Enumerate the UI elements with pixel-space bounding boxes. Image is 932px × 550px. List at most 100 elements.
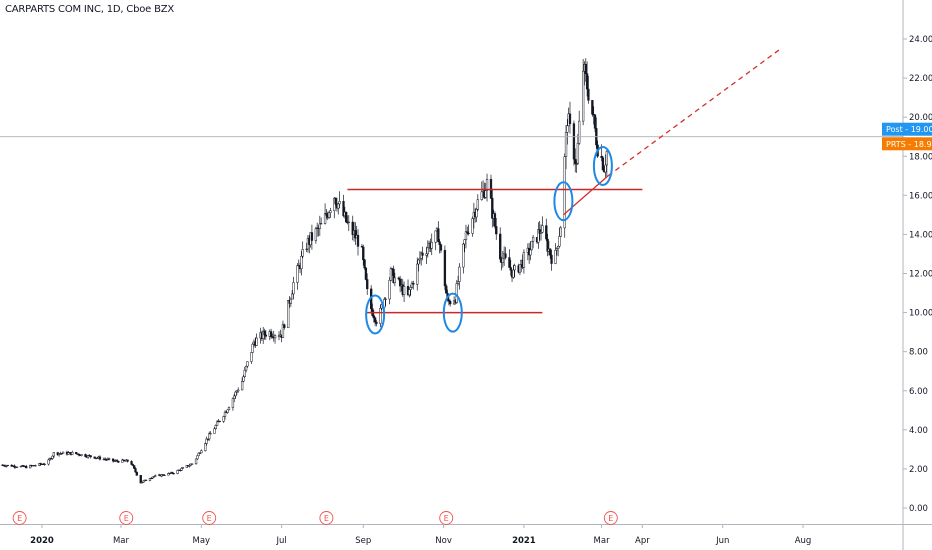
candle-body (389, 268, 393, 281)
candle-body (148, 478, 152, 481)
candle-body (531, 237, 535, 242)
candle-body (200, 450, 203, 454)
candle-body (462, 243, 465, 268)
candle-body (242, 376, 245, 382)
candle-body (269, 331, 273, 337)
candle-body (154, 475, 157, 477)
candle-body (471, 218, 474, 234)
candle-body (264, 334, 267, 337)
trend-line[interactable] (562, 175, 609, 216)
candle-body (345, 211, 348, 223)
candle-body (197, 452, 200, 457)
candle-body (237, 389, 240, 392)
candle-body (194, 458, 198, 465)
candle-body (235, 390, 239, 393)
earnings-marker[interactable]: E (12, 511, 27, 525)
price-tick-label: 16.00 (909, 191, 932, 201)
candle-body (354, 230, 357, 239)
price-axis[interactable]: 0.00 2.00 4.00 6.00 8.00 10.00 12.00 14.00 16.00… (903, 35, 932, 514)
candle-body (438, 241, 441, 245)
candle-body (347, 221, 350, 223)
candle-body (593, 114, 597, 129)
candle-body (391, 268, 394, 270)
earnings-marker-circle (439, 511, 454, 525)
trend-line-extension[interactable] (607, 48, 782, 177)
earnings-marker[interactable]: E (603, 511, 618, 525)
earnings-marker[interactable]: E (439, 511, 454, 525)
candle-body (108, 458, 111, 460)
time-tick-label: Nov (435, 536, 452, 546)
candle-body (71, 452, 74, 455)
candle-body (300, 255, 303, 270)
pattern-circle[interactable] (592, 146, 613, 187)
candle-body (67, 452, 70, 455)
earnings-marker[interactable]: E (119, 511, 134, 525)
earnings-marker-circle (119, 511, 134, 525)
candle-body (227, 407, 231, 411)
pattern-circle[interactable] (365, 294, 386, 335)
candle-body (75, 452, 78, 455)
candle-body (495, 226, 498, 235)
price-tick-label: 12.00 (909, 270, 932, 280)
candle-body (458, 266, 461, 282)
candle-body (323, 213, 327, 224)
candle-body (585, 73, 589, 90)
earnings-marker-label: E (608, 514, 613, 523)
candle-body (342, 201, 345, 217)
candle-body (318, 223, 321, 229)
time-tick-label: Jun (715, 536, 729, 546)
candle-body (529, 249, 532, 256)
candle-body (327, 212, 331, 218)
candle-body (291, 293, 294, 300)
candle-body (591, 100, 594, 115)
candle-body (592, 114, 595, 116)
time-tick-label: Mar (113, 536, 130, 546)
candle-body (604, 164, 607, 173)
candle-body (263, 330, 266, 336)
candle-body (222, 416, 225, 422)
time-tick-label: Sep (355, 536, 371, 546)
candle-body (545, 225, 548, 240)
candle-body (475, 209, 478, 218)
time-axis[interactable]: 2020 Mar May Jul Sep Nov 2021 Mar Apr Jun Aug (30, 524, 811, 546)
price-tick-label: 0.00 (909, 504, 928, 514)
candle-body (29, 465, 32, 469)
candle-body (333, 197, 336, 211)
price-tick-label: 6.00 (909, 387, 928, 397)
price-tick-label: 20.00 (909, 113, 932, 123)
candle-body (456, 281, 460, 284)
candle-body (504, 253, 507, 258)
candle-body (447, 299, 451, 302)
candle-body (467, 232, 470, 234)
candle-body (439, 244, 443, 251)
candle-body (150, 477, 153, 480)
candle-body (115, 460, 119, 462)
earnings-marker-label: E (207, 514, 212, 523)
candle-body (189, 463, 192, 466)
pattern-circle[interactable] (553, 181, 574, 222)
candle-body (434, 230, 437, 243)
earnings-marker[interactable]: E (319, 511, 334, 525)
candle-body (2, 464, 5, 467)
earnings-marker[interactable]: E (202, 511, 217, 525)
candle-body (135, 471, 138, 476)
candle-body (244, 365, 248, 371)
candle-body (161, 474, 165, 476)
candle-body (421, 252, 424, 256)
candle-body (566, 125, 569, 133)
candle-body (234, 391, 237, 397)
candle-body (556, 245, 560, 249)
pattern-circle[interactable] (442, 292, 463, 333)
candle-body (171, 472, 174, 474)
candle-body (418, 257, 422, 261)
chart-drawings[interactable] (0, 48, 903, 335)
candle-body (34, 465, 37, 467)
candle-body (466, 231, 469, 234)
earnings-marker-circle (202, 511, 217, 525)
candle-body (538, 229, 541, 234)
candle-body (240, 381, 244, 391)
price-tags: Post - 19.00 PRTS - 18.97 (882, 122, 932, 151)
candle-body (351, 221, 354, 235)
